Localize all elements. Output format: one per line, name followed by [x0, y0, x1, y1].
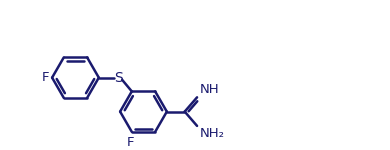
Text: F: F — [41, 71, 49, 84]
Text: S: S — [113, 71, 122, 85]
Text: NH: NH — [199, 83, 219, 96]
Text: F: F — [127, 136, 134, 149]
Text: NH₂: NH₂ — [199, 127, 224, 140]
